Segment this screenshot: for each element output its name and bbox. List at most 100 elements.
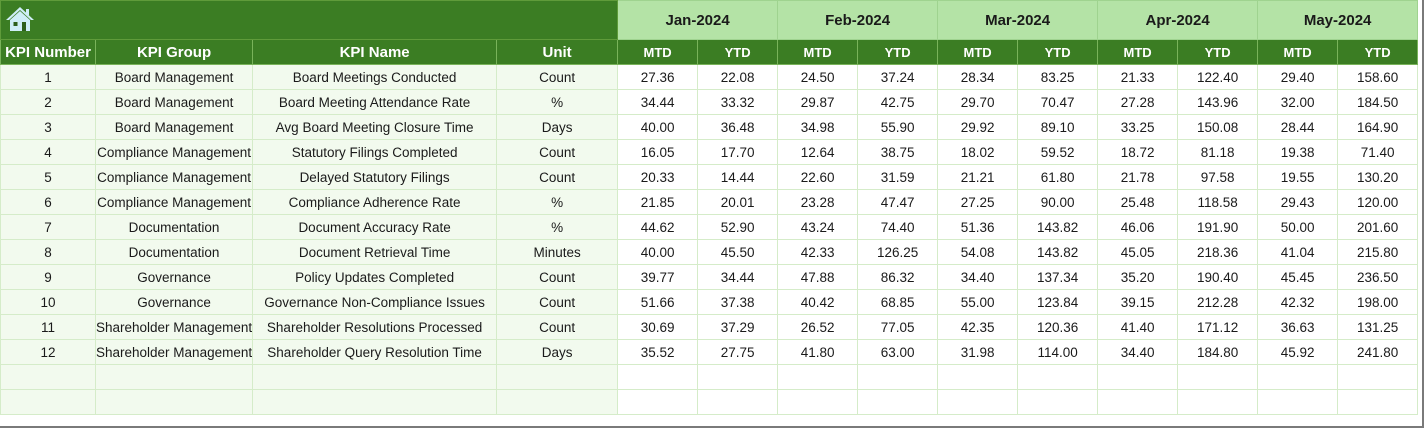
cell-jan-mtd[interactable]: 39.77 [617, 264, 699, 290]
cell-kpi-name[interactable]: Board Meeting Attendance Rate [252, 89, 498, 115]
cell-feb-mtd[interactable]: 47.88 [777, 264, 859, 290]
cell-may-ytd[interactable]: 120.00 [1337, 189, 1419, 215]
cell-kpi-name[interactable]: Shareholder Resolutions Processed [252, 314, 498, 340]
cell-kpi-name[interactable]: Shareholder Query Resolution Time [252, 339, 498, 365]
empty-cell[interactable] [857, 364, 939, 390]
cell-kpi-name[interactable]: Board Meetings Conducted [252, 64, 498, 90]
col-jan-mtd[interactable]: MTD [617, 39, 699, 65]
cell-mar-mtd[interactable]: 42.35 [937, 314, 1019, 340]
cell-apr-ytd[interactable]: 212.28 [1177, 289, 1259, 315]
cell-feb-ytd[interactable]: 74.40 [857, 214, 939, 240]
col-unit[interactable]: Unit [496, 39, 619, 65]
cell-kpi-name[interactable]: Document Retrieval Time [252, 239, 498, 265]
empty-cell[interactable] [1097, 389, 1179, 415]
cell-apr-mtd[interactable]: 21.33 [1097, 64, 1179, 90]
cell-kpi-group[interactable]: Governance [94, 264, 254, 290]
col-mar-mtd[interactable]: MTD [937, 39, 1019, 65]
cell-feb-ytd[interactable]: 68.85 [857, 289, 939, 315]
cell-apr-ytd[interactable]: 97.58 [1177, 164, 1259, 190]
empty-cell[interactable] [777, 364, 859, 390]
empty-cell[interactable] [1177, 389, 1259, 415]
cell-mar-ytd[interactable]: 61.80 [1017, 164, 1099, 190]
cell-apr-ytd[interactable]: 122.40 [1177, 64, 1259, 90]
empty-cell[interactable] [1337, 364, 1419, 390]
cell-apr-mtd[interactable]: 39.15 [1097, 289, 1179, 315]
empty-cell[interactable] [94, 364, 254, 390]
cell-may-ytd[interactable]: 184.50 [1337, 89, 1419, 115]
cell-mar-ytd[interactable]: 59.52 [1017, 139, 1099, 165]
cell-feb-mtd[interactable]: 22.60 [777, 164, 859, 190]
empty-cell[interactable] [617, 389, 699, 415]
cell-mar-ytd[interactable]: 90.00 [1017, 189, 1099, 215]
cell-apr-mtd[interactable]: 33.25 [1097, 114, 1179, 140]
cell-jan-mtd[interactable]: 40.00 [617, 114, 699, 140]
cell-mar-ytd[interactable]: 143.82 [1017, 239, 1099, 265]
cell-kpi-number[interactable]: 1 [0, 64, 96, 90]
cell-unit[interactable]: Count [496, 164, 619, 190]
cell-mar-ytd[interactable]: 123.84 [1017, 289, 1099, 315]
cell-jan-ytd[interactable]: 45.50 [697, 239, 779, 265]
cell-kpi-group[interactable]: Board Management [94, 89, 254, 115]
empty-cell[interactable] [1257, 389, 1339, 415]
cell-mar-mtd[interactable]: 34.40 [937, 264, 1019, 290]
cell-mar-ytd[interactable]: 89.10 [1017, 114, 1099, 140]
empty-cell[interactable] [1177, 364, 1259, 390]
cell-kpi-number[interactable]: 10 [0, 289, 96, 315]
cell-feb-ytd[interactable]: 47.47 [857, 189, 939, 215]
cell-may-ytd[interactable]: 198.00 [1337, 289, 1419, 315]
cell-feb-mtd[interactable]: 12.64 [777, 139, 859, 165]
cell-may-mtd[interactable]: 42.32 [1257, 289, 1339, 315]
empty-cell[interactable] [937, 364, 1019, 390]
cell-jan-mtd[interactable]: 21.85 [617, 189, 699, 215]
cell-jan-ytd[interactable]: 37.38 [697, 289, 779, 315]
cell-may-mtd[interactable]: 28.44 [1257, 114, 1339, 140]
empty-cell[interactable] [1337, 389, 1419, 415]
cell-kpi-group[interactable]: Compliance Management [94, 189, 254, 215]
col-may-mtd[interactable]: MTD [1257, 39, 1339, 65]
cell-may-ytd[interactable]: 130.20 [1337, 164, 1419, 190]
cell-jan-ytd[interactable]: 14.44 [697, 164, 779, 190]
cell-mar-mtd[interactable]: 51.36 [937, 214, 1019, 240]
cell-jan-mtd[interactable]: 51.66 [617, 289, 699, 315]
cell-jan-mtd[interactable]: 44.62 [617, 214, 699, 240]
cell-jan-ytd[interactable]: 33.32 [697, 89, 779, 115]
empty-cell[interactable] [496, 364, 619, 390]
cell-feb-ytd[interactable]: 63.00 [857, 339, 939, 365]
cell-jan-mtd[interactable]: 30.69 [617, 314, 699, 340]
cell-feb-mtd[interactable]: 26.52 [777, 314, 859, 340]
cell-unit[interactable]: Count [496, 139, 619, 165]
cell-may-mtd[interactable]: 32.00 [1257, 89, 1339, 115]
cell-kpi-number[interactable]: 2 [0, 89, 96, 115]
cell-apr-ytd[interactable]: 184.80 [1177, 339, 1259, 365]
cell-may-ytd[interactable]: 201.60 [1337, 214, 1419, 240]
cell-feb-ytd[interactable]: 77.05 [857, 314, 939, 340]
empty-cell[interactable] [0, 389, 96, 415]
empty-cell[interactable] [777, 389, 859, 415]
cell-kpi-number[interactable]: 3 [0, 114, 96, 140]
cell-apr-ytd[interactable]: 190.40 [1177, 264, 1259, 290]
cell-kpi-number[interactable]: 4 [0, 139, 96, 165]
cell-may-mtd[interactable]: 50.00 [1257, 214, 1339, 240]
cell-apr-mtd[interactable]: 45.05 [1097, 239, 1179, 265]
empty-cell[interactable] [496, 389, 619, 415]
cell-kpi-number[interactable]: 11 [0, 314, 96, 340]
cell-kpi-number[interactable]: 8 [0, 239, 96, 265]
cell-jan-mtd[interactable]: 35.52 [617, 339, 699, 365]
cell-mar-mtd[interactable]: 55.00 [937, 289, 1019, 315]
cell-apr-ytd[interactable]: 81.18 [1177, 139, 1259, 165]
empty-cell[interactable] [1017, 364, 1099, 390]
cell-may-ytd[interactable]: 164.90 [1337, 114, 1419, 140]
col-kpi-group[interactable]: KPI Group [94, 39, 254, 65]
cell-kpi-group[interactable]: Board Management [94, 64, 254, 90]
cell-unit[interactable]: Minutes [496, 239, 619, 265]
cell-feb-ytd[interactable]: 86.32 [857, 264, 939, 290]
cell-apr-ytd[interactable]: 218.36 [1177, 239, 1259, 265]
cell-kpi-number[interactable]: 5 [0, 164, 96, 190]
cell-mar-mtd[interactable]: 28.34 [937, 64, 1019, 90]
cell-kpi-name[interactable]: Avg Board Meeting Closure Time [252, 114, 498, 140]
cell-mar-ytd[interactable]: 143.82 [1017, 214, 1099, 240]
cell-may-mtd[interactable]: 41.04 [1257, 239, 1339, 265]
empty-cell[interactable] [857, 389, 939, 415]
cell-jan-ytd[interactable]: 17.70 [697, 139, 779, 165]
empty-cell[interactable] [1097, 364, 1179, 390]
